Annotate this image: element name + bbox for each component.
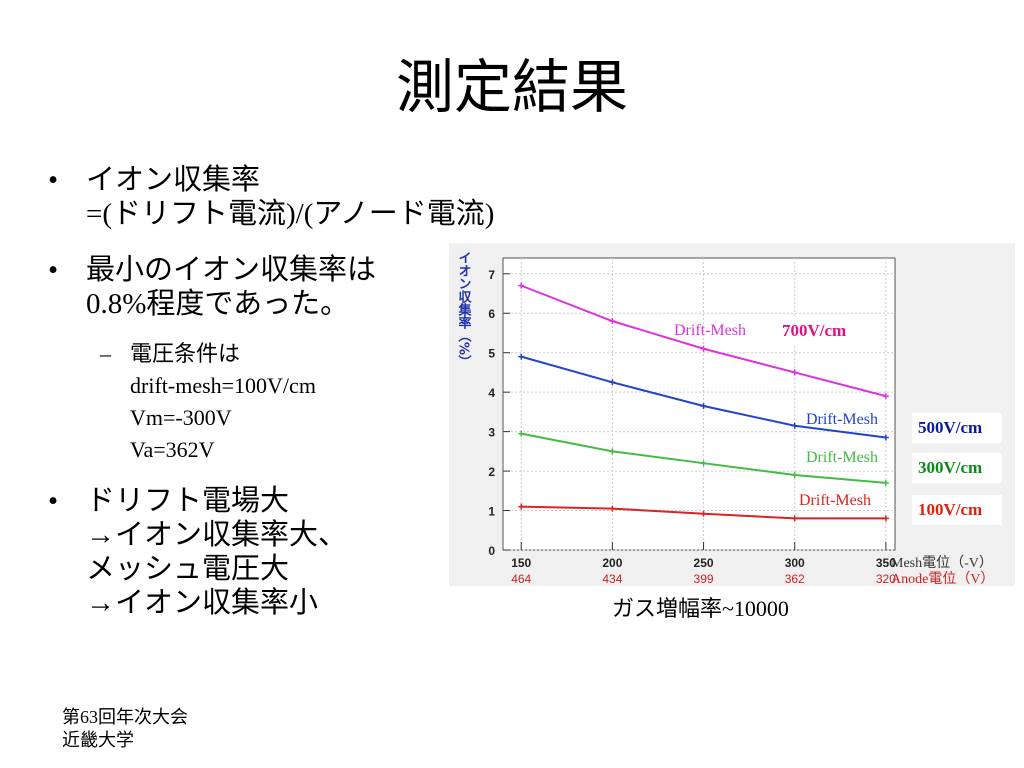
chart-caption: ガス増幅率~10000 <box>612 596 789 621</box>
y-tick-label: 0 <box>488 544 495 558</box>
x2-tick-label: 362 <box>785 572 805 586</box>
x-tick-label: 350 <box>876 556 896 570</box>
data-point <box>791 515 798 522</box>
bullet-line: 0.8%程度であった。 <box>86 288 350 320</box>
data-point <box>882 479 889 486</box>
data-point <box>609 448 616 455</box>
series-legend-label: Drift-Mesh <box>806 411 878 428</box>
bullet-dot: • <box>48 164 59 196</box>
footer-line: 近畿大学 <box>62 730 134 750</box>
footer-line: 第63回年次大会 <box>62 707 188 727</box>
x-tick-label: 200 <box>602 556 622 570</box>
series-tag-text: 100V/cm <box>918 500 983 519</box>
series-tag-700: 700V/cm <box>776 316 866 346</box>
data-point <box>609 505 616 512</box>
x-tick-label: 300 <box>785 556 805 570</box>
data-point <box>700 345 707 352</box>
bullet-dot: • <box>48 254 59 286</box>
y-tick-label: 7 <box>488 268 495 282</box>
series-tag-100: 100V/cm <box>912 495 1002 525</box>
x2-axis-label: Anode電位（V） <box>891 571 994 586</box>
bullet-line: →イオン収集率大、 <box>86 519 348 551</box>
y-tick-label: 5 <box>488 347 495 361</box>
bullet-line: →イオン収集率小 <box>86 587 319 619</box>
y-tick-label: 3 <box>488 426 495 440</box>
series-tag-text: 700V/cm <box>782 321 847 340</box>
sub-bullet-line: 電圧条件は <box>130 341 241 366</box>
bullet-line: メッシュ電圧大 <box>86 553 290 585</box>
ion-collection-chart: 0 1 2 3 4 5 6 7 150 464 200 434 250 399 300 362 350 320Me… <box>449 243 1015 586</box>
bullet-line: =(ドリフト電流)/(アノード電流) <box>86 198 495 230</box>
data-point <box>609 379 616 386</box>
series-legend-label: Drift-Mesh <box>806 449 878 466</box>
bullet-dot: • <box>48 485 59 517</box>
y-tick-label: 1 <box>488 505 495 519</box>
y-tick-label: 4 <box>488 386 495 400</box>
data-point <box>518 353 525 360</box>
series-tag-text: 300V/cm <box>918 458 983 477</box>
x-axis-label: Mesh電位（-V） <box>891 555 993 571</box>
series-legend-label: Drift-Mesh <box>674 322 746 339</box>
x2-tick-label: 320 <box>876 572 896 586</box>
data-point <box>700 510 707 517</box>
slide-title: 測定結果 <box>395 53 628 121</box>
sub-bullet-line: Va=362V <box>130 437 215 462</box>
data-point <box>700 460 707 467</box>
data-point <box>791 422 798 429</box>
bullet-line: イオン収集率 <box>86 164 261 196</box>
x-tick-label: 150 <box>511 556 531 570</box>
data-point <box>791 369 798 376</box>
y-tick-label: 2 <box>488 465 495 479</box>
data-point <box>518 503 525 510</box>
data-point <box>518 430 525 437</box>
y-axis-label: イオン収集率（%） <box>456 251 473 368</box>
data-point <box>882 515 889 522</box>
bullet-line: 最小のイオン収集率は <box>86 254 377 286</box>
sub-bullet-line: Vm=-300V <box>130 405 232 430</box>
sub-bullet-dash: – <box>100 341 111 366</box>
series-tag-text: 500V/cm <box>918 418 983 437</box>
x2-tick-label: 464 <box>511 572 531 586</box>
y-tick-label: 6 <box>488 307 495 321</box>
data-point <box>518 282 525 289</box>
sub-bullet-line: drift-mesh=100V/cm <box>130 373 316 398</box>
data-point <box>791 472 798 479</box>
bullet-line: ドリフト電場大 <box>86 485 290 517</box>
data-point <box>882 434 889 441</box>
series-legend-label: Drift-Mesh <box>799 492 871 509</box>
footer: 第63回年次大会 近畿大学 <box>62 706 188 752</box>
series-tag-300: 300V/cm <box>912 453 1002 483</box>
data-point <box>609 318 616 325</box>
x2-tick-label: 434 <box>602 572 622 586</box>
data-point <box>700 402 707 409</box>
x-tick-label: 250 <box>694 556 714 570</box>
series-tag-500: 500V/cm <box>912 413 1002 443</box>
data-point <box>882 393 889 400</box>
x2-tick-label: 399 <box>694 572 714 586</box>
